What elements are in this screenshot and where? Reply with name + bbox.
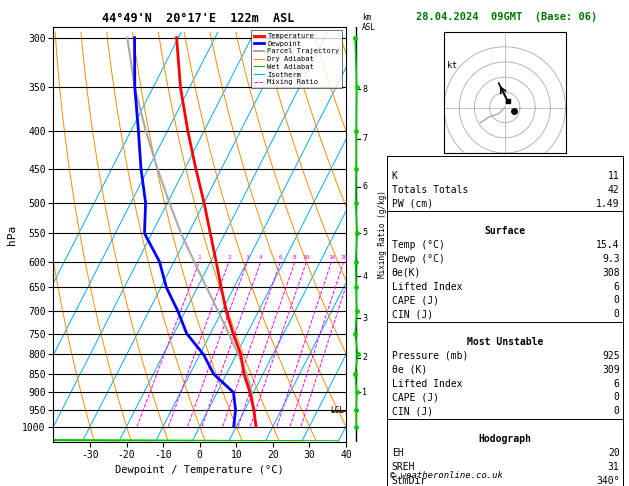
Text: LCL: LCL (330, 406, 344, 415)
Text: © weatheronline.co.uk: © weatheronline.co.uk (390, 471, 503, 480)
Text: 2: 2 (362, 353, 367, 362)
Text: 20: 20 (340, 255, 348, 260)
Text: 5: 5 (362, 228, 367, 237)
Text: 308: 308 (602, 268, 620, 278)
Text: Totals Totals: Totals Totals (392, 185, 468, 195)
Text: 7: 7 (362, 134, 367, 143)
Text: 6: 6 (362, 182, 367, 191)
Text: 16: 16 (328, 255, 335, 260)
Text: CAPE (J): CAPE (J) (392, 393, 439, 402)
Text: 6: 6 (614, 281, 620, 292)
Text: θe(K): θe(K) (392, 268, 421, 278)
Text: 4: 4 (259, 255, 263, 260)
Text: 11: 11 (608, 171, 620, 181)
Text: 44°49'N  20°17'E  122m  ASL: 44°49'N 20°17'E 122m ASL (102, 12, 294, 25)
Text: CAPE (J): CAPE (J) (392, 295, 439, 306)
Text: CIN (J): CIN (J) (392, 309, 433, 319)
Text: 8: 8 (362, 85, 367, 94)
Text: 10: 10 (303, 255, 310, 260)
Text: 42: 42 (608, 185, 620, 195)
Text: θe (K): θe (K) (392, 364, 427, 375)
Text: 31: 31 (608, 462, 620, 472)
Text: Lifted Index: Lifted Index (392, 379, 462, 389)
Text: Surface: Surface (484, 226, 525, 236)
Text: 9.3: 9.3 (602, 254, 620, 264)
Text: 2: 2 (227, 255, 231, 260)
Legend: Temperature, Dewpoint, Parcel Trajectory, Dry Adiabat, Wet Adiabat, Isotherm, Mi: Temperature, Dewpoint, Parcel Trajectory… (251, 30, 342, 88)
Text: 0: 0 (614, 309, 620, 319)
Text: 0: 0 (614, 295, 620, 306)
Text: CIN (J): CIN (J) (392, 406, 433, 417)
Text: km
ASL: km ASL (362, 13, 376, 32)
Text: 4: 4 (362, 272, 367, 281)
Text: StmDir: StmDir (392, 475, 427, 486)
Text: Mixing Ratio (g/kg): Mixing Ratio (g/kg) (378, 191, 387, 278)
Text: 20: 20 (608, 448, 620, 458)
Text: kt: kt (447, 61, 457, 70)
Text: 28.04.2024  09GMT  (Base: 06): 28.04.2024 09GMT (Base: 06) (416, 12, 597, 22)
Text: PW (cm): PW (cm) (392, 198, 433, 208)
Text: 309: 309 (602, 364, 620, 375)
Text: SREH: SREH (392, 462, 415, 472)
Text: Temp (°C): Temp (°C) (392, 240, 445, 250)
Text: 1: 1 (198, 255, 201, 260)
Text: Lifted Index: Lifted Index (392, 281, 462, 292)
Text: 15.4: 15.4 (596, 240, 620, 250)
Text: Dewp (°C): Dewp (°C) (392, 254, 445, 264)
Text: Hodograph: Hodograph (478, 434, 532, 444)
Text: Most Unstable: Most Unstable (467, 337, 543, 347)
Text: 3: 3 (245, 255, 249, 260)
Text: EH: EH (392, 448, 404, 458)
Text: 340°: 340° (596, 475, 620, 486)
Text: 0: 0 (614, 393, 620, 402)
Text: 1.49: 1.49 (596, 198, 620, 208)
Text: 1: 1 (362, 388, 367, 397)
Text: 0: 0 (614, 406, 620, 417)
Y-axis label: hPa: hPa (7, 225, 17, 244)
X-axis label: Dewpoint / Temperature (°C): Dewpoint / Temperature (°C) (115, 466, 284, 475)
Text: K: K (392, 171, 398, 181)
Text: 6: 6 (614, 379, 620, 389)
Text: 925: 925 (602, 351, 620, 361)
Text: 6: 6 (279, 255, 282, 260)
Text: 8: 8 (293, 255, 297, 260)
Text: Pressure (mb): Pressure (mb) (392, 351, 468, 361)
Text: 3: 3 (362, 313, 367, 323)
